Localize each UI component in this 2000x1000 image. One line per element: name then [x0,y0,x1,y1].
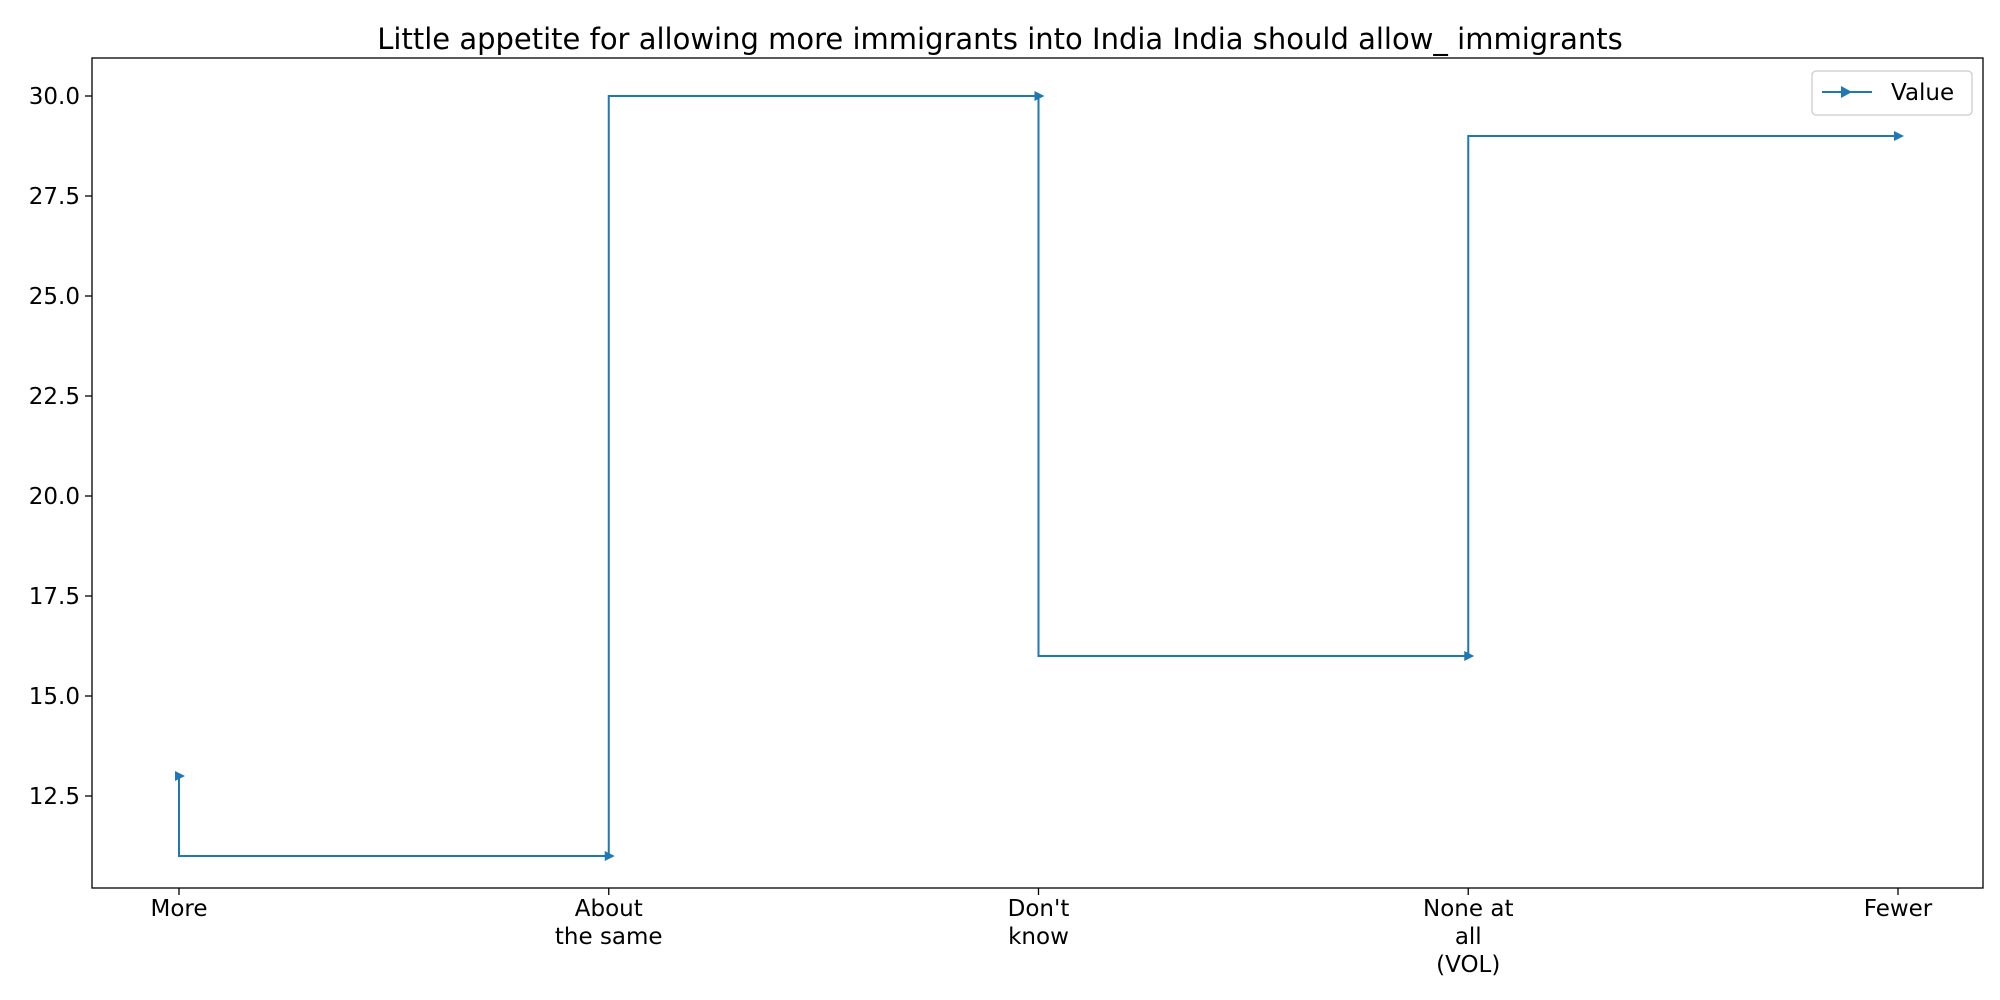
chart-title: Little appetite for allowing more immigr… [377,22,1622,56]
x-tick-label: About the same [555,896,663,950]
y-axis: 12.5 15.0 17.5 20.0 22.5 25.0 27.5 30.0 [29,84,92,810]
y-tick-label: 17.5 [29,584,80,610]
data-point [1894,131,1904,141]
x-tick-label: Don't know [1008,896,1070,950]
legend-box [1811,70,1973,116]
y-tick-label: 15.0 [29,684,80,710]
plot-area [175,91,1904,861]
y-tick-label: 25.0 [29,284,80,310]
x-tick-label: More [150,896,207,922]
y-tick-label: 22.5 [29,384,80,410]
y-tick-label: 27.5 [29,184,80,210]
data-point [604,851,615,861]
data-point [175,771,185,781]
series-line [178,95,1898,857]
legend-label: Value [1891,80,1954,106]
legend-marker [1841,86,1852,98]
x-tick-label: None at all (VOL) [1423,896,1513,978]
data-point [1464,651,1475,661]
y-tick-label: 30.0 [29,84,80,110]
y-tick-label: 12.5 [29,784,80,810]
y-tick-label: 20.0 [29,484,80,510]
x-tick-label: Fewer [1864,896,1933,922]
x-axis: More About the same Don't know None at all (VOL… [150,888,1933,978]
data-point [1034,91,1045,101]
legend: Value [1811,70,1973,116]
axes-frame [91,57,1984,889]
